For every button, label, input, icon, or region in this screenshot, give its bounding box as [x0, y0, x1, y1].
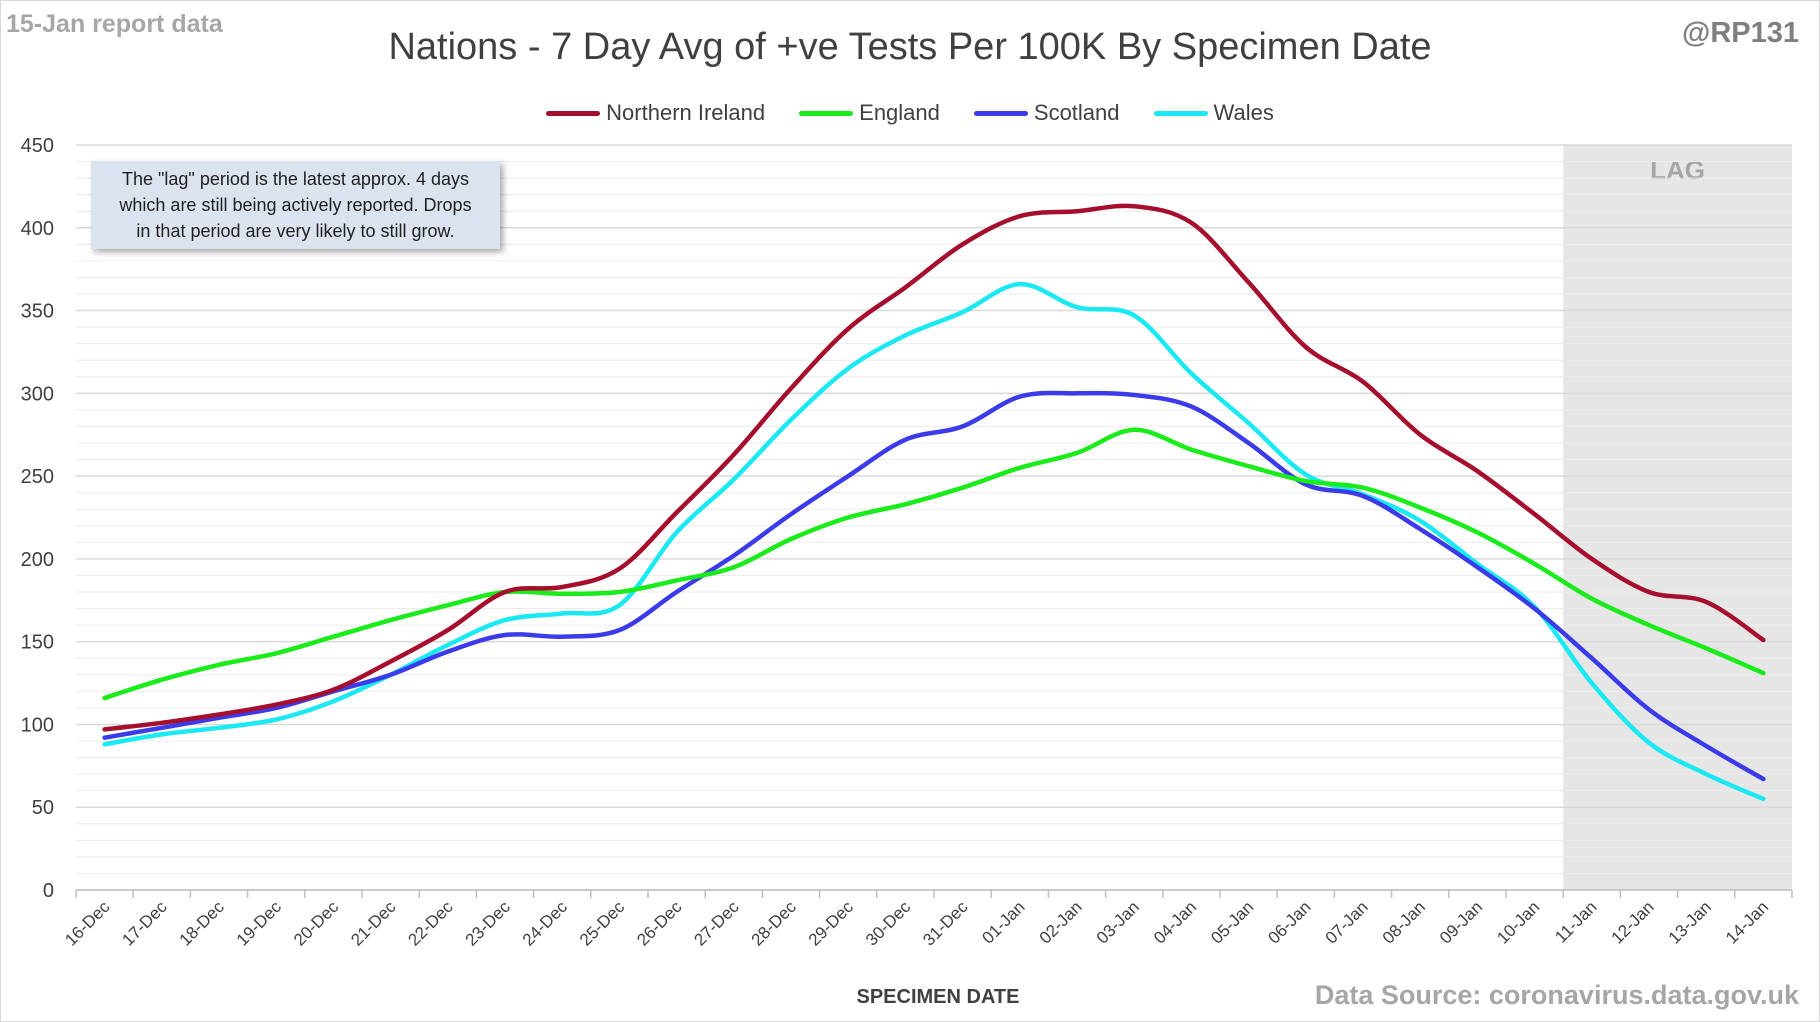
annotation-line: in that period are very likely to still … — [136, 221, 455, 241]
legend-swatch — [799, 110, 854, 116]
x-tick-label: 31-Dec — [919, 897, 972, 950]
x-tick-label: 29-Dec — [805, 897, 858, 950]
legend-item-scotland: Scotland — [973, 100, 1120, 126]
x-tick-label: 05-Jan — [1207, 897, 1257, 947]
author-handle: @RP131 — [1682, 17, 1799, 49]
x-tick-label: 28-Dec — [748, 897, 801, 950]
annotation-line: The "lag" period is the latest approx. 4… — [122, 169, 469, 189]
x-tick-label: 20-Dec — [290, 897, 343, 950]
y-tick-label: 400 — [21, 218, 54, 240]
y-tick-label: 350 — [21, 301, 54, 323]
y-tick-label: 50 — [32, 797, 54, 819]
lag-shaded-region — [1563, 145, 1792, 890]
x-tick-label: 01-Jan — [978, 897, 1028, 947]
legend-label: England — [859, 100, 940, 125]
series-line-wales — [102, 281, 1766, 802]
legend-swatch — [1153, 110, 1208, 116]
series-line-northern-ireland — [102, 203, 1766, 732]
y-tick-label: 450 — [21, 135, 54, 157]
legend-item-wales: Wales — [1153, 100, 1274, 126]
x-tick-label: 30-Dec — [862, 897, 915, 950]
series-line-england — [102, 427, 1766, 701]
x-tick-label: 04-Jan — [1150, 897, 1200, 947]
x-tick-label: 09-Jan — [1436, 897, 1486, 947]
x-tick-label: 03-Jan — [1093, 897, 1143, 947]
x-tick-label: 10-Jan — [1493, 897, 1543, 947]
x-tick-label: 06-Jan — [1264, 897, 1314, 947]
x-tick-label: 12-Jan — [1608, 897, 1658, 947]
x-tick-label: 08-Jan — [1379, 897, 1429, 947]
legend-label: Northern Ireland — [606, 100, 766, 125]
y-tick-label: 0 — [43, 880, 54, 902]
annotation-line: which are still being actively reported.… — [119, 195, 472, 215]
x-tick-label: 25-Dec — [576, 897, 629, 950]
x-tick-label: 07-Jan — [1322, 897, 1372, 947]
lag-label: LAG — [1650, 155, 1705, 185]
x-tick-label: 11-Jan — [1551, 897, 1600, 946]
data-source-label: Data Source: coronavirus.data.gov.uk — [1314, 980, 1799, 1010]
y-tick-label: 200 — [21, 549, 54, 571]
y-tick-label: 250 — [21, 466, 54, 488]
x-tick-label: 22-Dec — [404, 897, 457, 950]
legend-swatch — [546, 110, 601, 116]
report-date-label: 15-Jan report data — [6, 10, 223, 38]
chart-title: Nations - 7 Day Avg of +ve Tests Per 100… — [388, 26, 1432, 68]
legend-item-northern-ireland: Northern Ireland — [546, 100, 765, 126]
x-tick-label: 02-Jan — [1036, 897, 1086, 947]
lag-annotation-box: The "lag" period is the latest approx. 4… — [91, 161, 500, 249]
legend-swatch — [973, 110, 1028, 116]
x-tick-label: 17-Dec — [118, 897, 171, 950]
legend-label: Scotland — [1033, 100, 1120, 125]
y-tick-label: 300 — [21, 383, 54, 405]
x-tick-label: 26-Dec — [633, 897, 686, 950]
series-line-scotland — [102, 390, 1766, 782]
x-tick-label: 24-Dec — [519, 897, 572, 950]
y-tick-label: 150 — [21, 632, 54, 654]
x-axis-title: SPECIMEN DATE — [856, 986, 1020, 1008]
x-tick-label: 16-Dec — [61, 897, 114, 950]
legend-item-england: England — [799, 100, 940, 126]
x-tick-label: 21-Dec — [347, 897, 400, 950]
x-tick-label: 14-Jan — [1722, 897, 1772, 947]
y-tick-label: 100 — [21, 714, 54, 736]
x-tick-label: 27-Dec — [690, 897, 743, 950]
x-tick-label: 23-Dec — [462, 897, 515, 950]
x-tick-label: 13-Jan — [1665, 897, 1715, 947]
legend-label: Wales — [1213, 100, 1274, 125]
x-tick-label: 19-Dec — [233, 897, 286, 950]
x-tick-label: 18-Dec — [176, 897, 229, 950]
chart-legend: Northern Ireland England Scotland Wales — [0, 100, 1820, 126]
